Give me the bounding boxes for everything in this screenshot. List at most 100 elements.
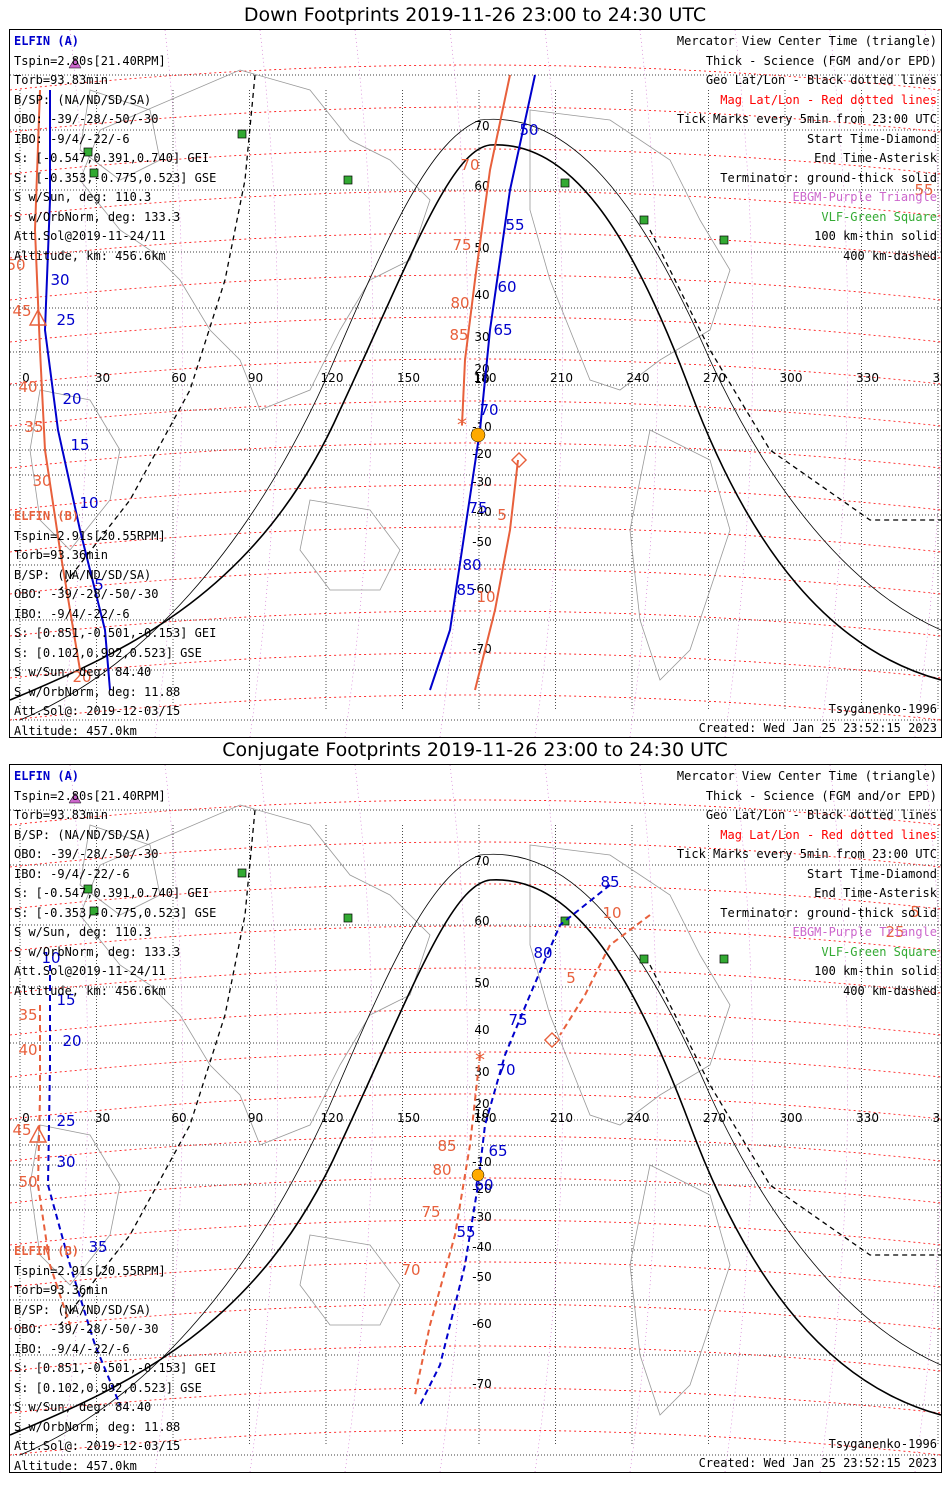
mag-lat-line [10, 1303, 941, 1330]
legend-ticks: Tick Marks every 5min from 23:00 UTC [676, 847, 937, 861]
lat-label: 40 [474, 288, 489, 302]
elfin-b-s-orb: S w/OrbNorm, deg: 11.88 [14, 684, 181, 699]
legend-geo: Geo Lat/Lon - Black dotted lines [705, 808, 937, 822]
mag-lat-line [10, 232, 941, 259]
lat-label: 20 [474, 1097, 489, 1111]
elfin-b-s-sun: S w/Sun, deg: 84.40 [14, 665, 152, 679]
start-time-diamond [510, 451, 528, 469]
elfin-a-tick-label: 25 [56, 1112, 75, 1130]
mag-lat-line [10, 799, 941, 826]
lat-label: 30 [474, 330, 489, 344]
view-center-triangle [28, 1125, 48, 1143]
elfin-a-s-gei: S: [-0.547,0.391,0.740] GEI [14, 886, 210, 900]
mag-lat-line [10, 64, 941, 91]
legend-geo: Geo Lat/Lon - Black dotted lines [705, 73, 937, 87]
map-canvas-down: 0306090120150180210240270300330360706050… [10, 30, 941, 737]
page-title-down-footprints: Down Footprints 2019-11-26 23:00 to 24:3… [243, 4, 707, 26]
elfin-b-tick-label: 5 [910, 903, 920, 921]
lon-label: 180 [474, 1111, 497, 1125]
elfin-a-tick-label: 70 [496, 1061, 515, 1079]
mag-lat-line [10, 1261, 941, 1288]
lon-label: 150 [397, 371, 420, 385]
elfin-a-tick-label: 35 [88, 1238, 107, 1256]
elfin-a-tick-label: 10 [41, 949, 60, 967]
mag-lon-line [629, 30, 659, 737]
legend: Mercator View Center Time (triangle) Thi… [677, 767, 937, 1001]
legend-terminator: Terminator: ground-thick solid [720, 905, 937, 920]
mag-lat-line [10, 568, 941, 595]
lon-label: 120 [321, 371, 344, 385]
continent-outline [79, 804, 431, 1146]
legend-start: Start Time-Diamond [806, 131, 937, 146]
legend-100km: 100 km-thin solid [814, 229, 937, 243]
elfin-a-s-orb: S w/OrbNorm, deg: 133.3 [14, 944, 181, 959]
elfin-b-bsp: B/SP: (NA/ND/SD/SA) [14, 1302, 152, 1317]
elfin-a-alt: Altitude, km: 456.6km [14, 248, 166, 263]
mag-lat-line [10, 1429, 941, 1456]
legend-thick: Thick - Science (FGM and/or EPD) [705, 788, 937, 803]
vlf-station-marker [560, 178, 570, 188]
mag-lon-line [439, 765, 469, 1472]
vlf-station-marker [83, 147, 93, 157]
continent-outline [629, 429, 731, 681]
elfin-a-tick-label: 50 [519, 121, 538, 139]
vlf-station-marker [89, 906, 99, 916]
legend-view: Mercator View Center Time (triangle) [676, 34, 937, 48]
elfin-b-tick-label: 10 [602, 904, 621, 922]
elfin-a-tick-label: 55 [505, 216, 524, 234]
mag-lat-line [10, 1345, 941, 1372]
legend-terminator: Terminator: ground-thick solid [720, 170, 937, 185]
ebgm-triangle [68, 57, 82, 69]
elfin-a-info: ELFIN (A) Tspin=2.80s[21.40RPM] Torb=93.… [14, 32, 216, 266]
elfin-b-torb: Torb=93.36min [14, 548, 108, 562]
mag-lon-line [724, 30, 754, 737]
elfin-b-att: Att.Sol@: 2019-12-03/15 [14, 704, 181, 718]
elfin-b-tick-label: 50 [18, 1173, 37, 1191]
lat-label: -30 [472, 1210, 492, 1224]
elfin-b-s-gei: S: [0.851,-0.501,-0.153] GEI [14, 626, 217, 640]
lon-label: 330 [856, 371, 879, 385]
mag-lat-line [10, 610, 941, 637]
vlf-station-marker [343, 913, 353, 923]
elfin-b-ibo: IBO: -9/4/-22/-6 [14, 606, 130, 621]
elfin-a-left-track [43, 90, 111, 691]
elfin-b-tick-label: 40 [18, 378, 37, 396]
continent-outline [79, 824, 161, 916]
legend-400km: 400 km-dashed [843, 248, 937, 263]
elfin-b-tspin: Tspin=2.91s[20.55RPM] [14, 528, 166, 543]
legend-view: Mercator View Center Time (triangle) [676, 769, 937, 783]
mag-lat-line [10, 1135, 941, 1162]
elfin-b-tick-label: 45 [12, 302, 31, 320]
mag-lon-line [439, 30, 469, 737]
elfin-b-tspin: Tspin=2.91s[20.55RPM] [14, 1263, 166, 1278]
elfin-b-tick-label: 85 [449, 326, 468, 344]
lon-label: 0 [22, 1111, 30, 1125]
mag-lat-line [10, 526, 941, 553]
mag-lat-line [10, 1051, 941, 1078]
elfin-a-label: ELFIN (A) [14, 769, 80, 783]
elfin-a-ibo: IBO: -9/4/-22/-6 [14, 866, 130, 881]
elfin-a-tick-label: 80 [533, 944, 552, 962]
mag-lat-line [10, 883, 941, 910]
mag-lat-line [10, 484, 941, 511]
lon-label: 60 [171, 1111, 186, 1125]
elfin-a-obo: OBO: -39/-28/-50/-30 [14, 112, 159, 126]
mag-lat-line [10, 148, 941, 175]
elfin-b-tick-label: 10 [476, 588, 495, 606]
elfin-a-tick-label: 15 [56, 991, 75, 1009]
legend-ticks: Tick Marks every 5min from 23:00 UTC [676, 112, 937, 126]
elfin-a-info: ELFIN (A) Tspin=2.80s[21.40RPM] Torb=93.… [14, 767, 216, 1001]
elfin-b-tick-label: 75 [421, 1203, 440, 1221]
mag-lon-line [59, 30, 89, 737]
elfin-b-tick-label: 5 [566, 969, 576, 987]
elfin-b-tick-label: 80 [432, 1161, 451, 1179]
lat-label: -50 [472, 1270, 492, 1284]
mag-lat-line [10, 925, 941, 952]
terminator-400km-dashed [59, 809, 256, 1326]
view-center-marker [470, 427, 486, 443]
elfin-b-tick-label: 70 [460, 156, 479, 174]
elfin-b-tick-label: 25 [885, 923, 904, 941]
elfin-b-tick-label: 40 [18, 1041, 37, 1059]
vlf-station-marker [639, 954, 649, 964]
mag-lat-line [10, 316, 941, 343]
